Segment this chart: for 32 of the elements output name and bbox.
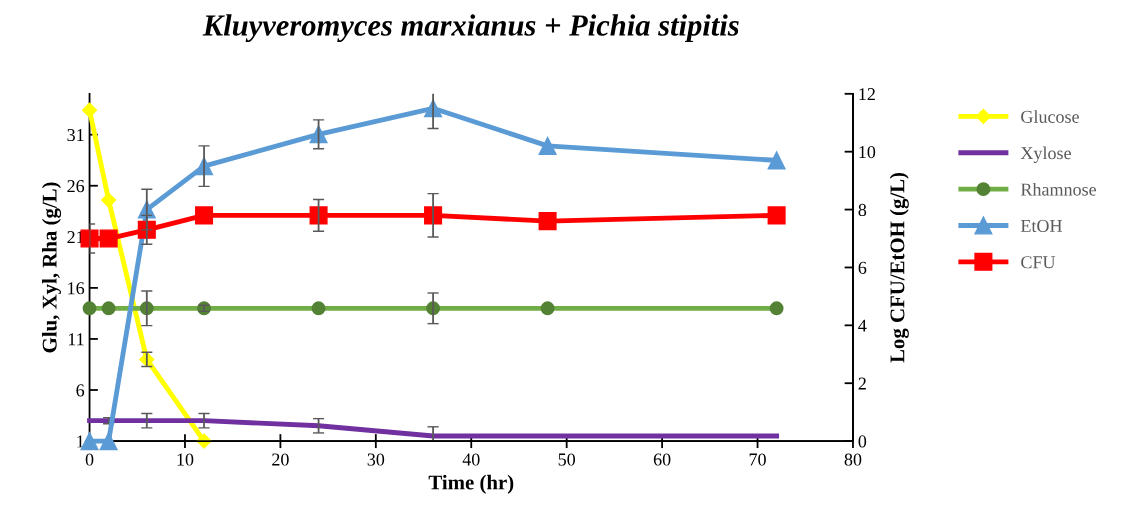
x-tick-label: 80 — [844, 453, 862, 466]
x-tick-label: 20 — [272, 453, 289, 466]
x-axis-title: Time (hr) — [428, 474, 514, 494]
x-tick-label: 30 — [367, 453, 385, 466]
x-tick-label: 60 — [653, 453, 671, 466]
y2-tick-label: 6 — [858, 261, 867, 274]
y2-tick-label: 0 — [858, 435, 867, 448]
x-tick-label: 40 — [462, 453, 480, 466]
y2-tick-label: 2 — [858, 377, 866, 390]
x-tick-label: 10 — [177, 453, 194, 466]
legend-label: Xylose — [1020, 146, 1071, 163]
x-tick-label: 70 — [749, 453, 766, 466]
y2-axis-title: Log CFU/EtOH (g/L) — [889, 172, 909, 363]
y2-tick-label: 4 — [858, 319, 867, 332]
y-tick-label: 6 — [76, 384, 85, 397]
y-tick-label: 21 — [67, 231, 84, 244]
y-tick-label: 1 — [77, 435, 84, 448]
legend-label: Glucose — [1021, 110, 1079, 123]
y-tick-label: 11 — [68, 333, 84, 346]
y2-tick-label: 10 — [859, 145, 876, 159]
y-tick-label: 26 — [67, 180, 85, 193]
y-tick-label: 31 — [67, 128, 84, 142]
legend-label: EtOH — [1020, 219, 1062, 232]
x-tick-label: 50 — [558, 453, 576, 466]
legend-label: CFU — [1021, 256, 1056, 269]
y-axis-title: Glu, Xyl, Rha (g/L) — [42, 182, 62, 353]
x-tick-label: 0 — [85, 453, 94, 466]
y2-tick-label: 12 — [859, 88, 875, 101]
y2-tick-label: 8 — [858, 203, 867, 217]
chart-title: Kluyveromyces marxianus + Pichia stipitis — [202, 14, 739, 43]
y-tick-label: 16 — [68, 282, 85, 295]
legend-label: Rhamnose — [1020, 182, 1097, 196]
